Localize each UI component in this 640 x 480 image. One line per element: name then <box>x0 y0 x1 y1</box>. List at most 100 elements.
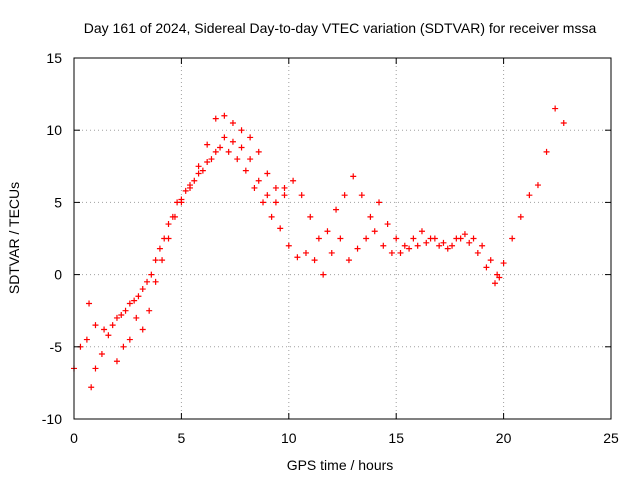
data-point <box>509 235 516 242</box>
data-point <box>156 245 163 252</box>
data-point <box>423 239 430 246</box>
data-point <box>221 134 228 141</box>
data-point <box>109 322 116 329</box>
data-point <box>152 278 159 285</box>
data-point <box>238 127 245 134</box>
data-point <box>298 192 305 199</box>
data-point <box>86 300 93 307</box>
data-point <box>144 278 151 285</box>
data-point <box>247 156 254 163</box>
data-point <box>393 235 400 242</box>
data-point <box>191 177 198 184</box>
data-point <box>88 384 95 391</box>
data-point <box>199 167 206 174</box>
x-tick-label: 5 <box>178 430 186 446</box>
data-point <box>98 351 105 358</box>
data-point <box>217 144 224 151</box>
data-point <box>367 213 374 220</box>
data-point <box>118 312 125 319</box>
data-point <box>105 332 112 339</box>
data-point <box>212 148 219 155</box>
data-point <box>449 242 456 249</box>
data-point <box>290 177 297 184</box>
data-point <box>195 170 202 177</box>
data-point <box>470 235 477 242</box>
x-tick-label: 0 <box>70 430 78 446</box>
data-point <box>171 213 178 220</box>
data-point <box>260 199 267 206</box>
data-point <box>474 249 481 256</box>
data-point <box>133 314 140 321</box>
data-point <box>324 228 331 235</box>
data-point <box>418 228 425 235</box>
data-point <box>440 239 447 246</box>
data-point <box>204 158 211 165</box>
data-point <box>320 271 327 278</box>
data-point <box>146 307 153 314</box>
data-point <box>242 167 249 174</box>
data-point <box>255 148 262 155</box>
data-point <box>328 249 335 256</box>
data-point <box>371 228 378 235</box>
data-point <box>272 184 279 191</box>
data-point <box>204 141 211 148</box>
data-point <box>453 235 460 242</box>
data-point <box>178 199 185 206</box>
data-point <box>294 254 301 261</box>
data-point <box>388 249 395 256</box>
y-tick-label: -10 <box>42 411 62 427</box>
data-point <box>139 326 146 333</box>
data-point <box>479 242 486 249</box>
data-point <box>492 280 499 287</box>
data-point <box>268 213 275 220</box>
data-point <box>414 242 421 249</box>
data-point <box>113 358 120 365</box>
data-point <box>350 173 357 180</box>
data-point <box>494 271 501 278</box>
data-point <box>487 257 494 264</box>
data-point <box>500 260 507 267</box>
data-point <box>466 239 473 246</box>
data-point <box>255 177 262 184</box>
data-point <box>195 163 202 170</box>
series-track-a <box>71 105 567 391</box>
data-point <box>92 322 99 329</box>
data-point <box>152 257 159 264</box>
data-point <box>83 336 90 343</box>
plot-frame <box>73 57 612 420</box>
data-point <box>526 192 533 199</box>
x-tick-label: 15 <box>388 430 404 446</box>
data-point <box>543 148 550 155</box>
data-point <box>186 182 193 189</box>
data-point <box>221 112 228 119</box>
data-point <box>401 242 408 249</box>
y-tick-label: 5 <box>54 194 62 210</box>
data-point <box>225 148 232 155</box>
data-point <box>120 343 127 350</box>
data-point <box>234 156 241 163</box>
chart-title: Day 161 of 2024, Sidereal Day-to-day VTE… <box>84 20 597 36</box>
data-point <box>126 300 133 307</box>
axis-ticks: 0 5 10 15 20 25 -10 -5 0 5 10 15 <box>42 50 619 446</box>
data-point <box>101 326 108 333</box>
data-point <box>131 297 138 304</box>
data-point <box>358 192 365 199</box>
data-point <box>397 249 404 256</box>
data-point <box>380 242 387 249</box>
data-point <box>159 257 166 264</box>
data-point <box>285 242 292 249</box>
data-point <box>272 199 279 206</box>
y-tick-label: 10 <box>46 122 62 138</box>
data-point <box>517 213 524 220</box>
data-point <box>212 115 219 122</box>
y-tick-label: 0 <box>54 267 62 283</box>
data-point <box>436 242 443 249</box>
data-point <box>139 286 146 293</box>
data-point <box>315 235 322 242</box>
y-tick-label: -5 <box>50 339 63 355</box>
data-point <box>238 144 245 151</box>
data-point <box>264 170 271 177</box>
data-point <box>251 184 258 191</box>
data-point <box>229 119 236 126</box>
